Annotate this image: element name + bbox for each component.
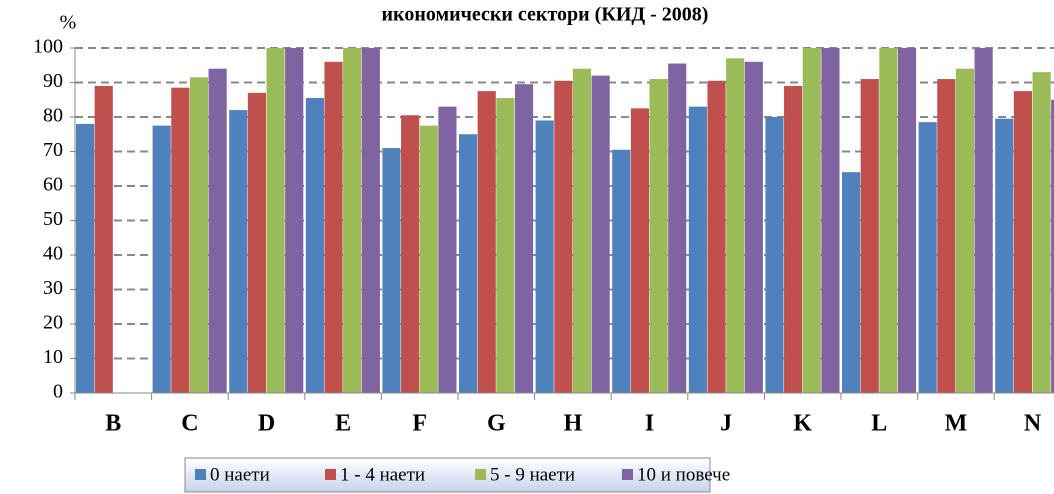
bar (152, 125, 171, 393)
bar (1051, 99, 1054, 393)
x-tick-label: L (871, 411, 887, 437)
bar (1032, 72, 1051, 394)
bar (419, 125, 438, 393)
legend-label: 1 - 4 наети (340, 464, 425, 485)
legend-swatch (622, 469, 633, 480)
bar (438, 106, 457, 394)
bar (726, 58, 745, 393)
y-tick-label: 0 (53, 381, 63, 403)
x-tick-label: E (335, 411, 351, 437)
x-tick-label: K (793, 411, 812, 437)
bar (208, 68, 227, 393)
y-axis-label: % (60, 12, 77, 34)
y-tick-label: 70 (43, 139, 63, 161)
bar (668, 63, 687, 394)
y-tick-label: 90 (43, 70, 63, 92)
x-tick-label: J (720, 411, 732, 437)
bar (937, 79, 956, 394)
legend-label: 0 наети (210, 464, 270, 485)
y-tick-label: 50 (43, 208, 63, 230)
bar (995, 118, 1014, 393)
bar (305, 98, 324, 394)
bar (765, 117, 784, 393)
chart-title: икономически сектори (КИД - 2008) (382, 4, 709, 26)
bar (860, 79, 879, 394)
y-tick-label: 30 (43, 277, 63, 299)
bar (401, 115, 420, 394)
x-tick-label: H (564, 411, 583, 437)
bar (361, 48, 380, 393)
bar (821, 48, 840, 393)
x-tick-label: I (645, 411, 654, 437)
legend-label: 5 - 9 наети (490, 464, 575, 485)
bar (974, 48, 993, 393)
bar (459, 134, 478, 393)
legend-label: 10 и повече (637, 464, 730, 485)
bar (189, 77, 209, 393)
bar (171, 87, 190, 394)
x-tick-label: B (105, 411, 121, 437)
legend-swatch (195, 469, 206, 480)
bar (514, 84, 534, 393)
bar (630, 108, 649, 393)
bar (744, 61, 763, 394)
bar (612, 149, 631, 393)
y-tick-label: 100 (33, 36, 63, 58)
bar (554, 80, 573, 394)
bar (591, 75, 610, 393)
bar (382, 148, 401, 393)
bar (266, 48, 285, 393)
x-tick-label: N (1024, 411, 1042, 437)
x-tick-label: G (487, 411, 506, 437)
bar (247, 92, 266, 393)
bar (784, 85, 803, 393)
bar (229, 110, 248, 393)
bar (496, 98, 515, 394)
bar (802, 48, 821, 393)
x-tick-label: C (181, 411, 198, 437)
y-tick-label: 40 (43, 243, 63, 265)
bar (477, 91, 496, 393)
bar (955, 68, 975, 393)
bar (76, 123, 95, 394)
bar (649, 79, 668, 394)
bar (842, 172, 861, 393)
bar (918, 122, 937, 394)
x-tick-label: D (258, 411, 275, 437)
bar (707, 80, 726, 394)
x-tick-label: F (412, 411, 427, 437)
y-tick-label: 80 (43, 105, 63, 127)
bar (879, 48, 898, 393)
legend-swatch (325, 469, 336, 480)
bar (94, 85, 113, 393)
bar (688, 106, 707, 394)
bar (324, 61, 343, 394)
legend-swatch (475, 469, 486, 480)
bar (897, 48, 917, 393)
y-tick-label: 60 (43, 174, 63, 196)
bar (535, 120, 554, 393)
bar (1013, 91, 1032, 393)
y-tick-label: 20 (43, 312, 63, 334)
bar (572, 68, 592, 393)
bar (343, 48, 362, 393)
x-tick-label: M (945, 411, 968, 437)
y-tick-label: 10 (43, 346, 63, 368)
bar (285, 48, 304, 393)
